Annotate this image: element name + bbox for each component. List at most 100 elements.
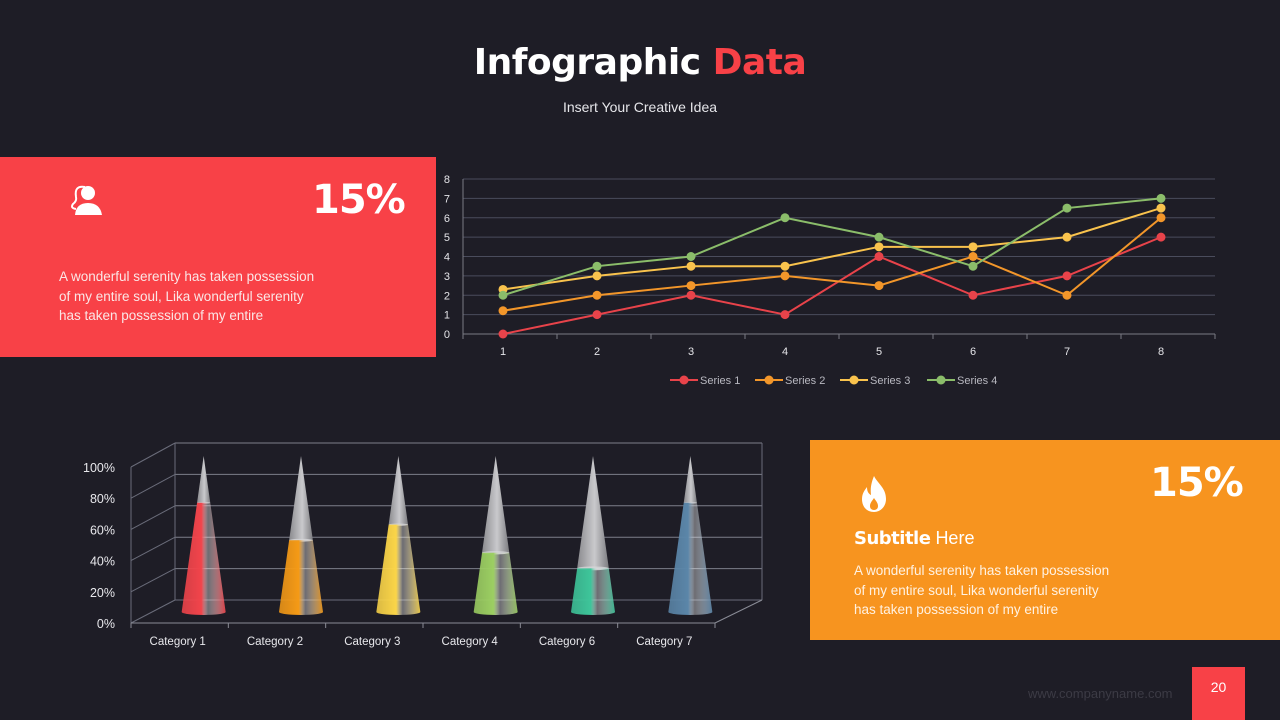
card-subtitle: Subtitle Here <box>854 528 974 549</box>
data-point[interactable] <box>874 242 884 252</box>
x-tick-label: 1 <box>500 346 506 358</box>
legend-label: Series 1 <box>700 375 740 387</box>
cone-category-7[interactable] <box>668 456 713 615</box>
series-series-2 <box>498 213 1166 316</box>
data-point[interactable] <box>592 310 602 320</box>
page-title: Infographic Data <box>0 42 1280 83</box>
series-line <box>502 236 1162 335</box>
data-point[interactable] <box>1062 290 1072 300</box>
description-line: of my entire soul, Lika wonderful sereni… <box>59 288 304 304</box>
x-tick-label: 3 <box>688 346 694 358</box>
series-series-3 <box>498 203 1166 294</box>
y-tick-label: 20% <box>90 586 115 600</box>
y-tick-label: 100% <box>83 461 115 475</box>
x-tick-label: Category 3 <box>344 636 400 648</box>
user-profile-icon <box>71 185 102 215</box>
data-point[interactable] <box>874 252 884 261</box>
x-tick-label: Category 7 <box>636 636 692 648</box>
x-tick-label: 8 <box>1158 346 1164 358</box>
data-point[interactable] <box>686 252 696 261</box>
data-point[interactable] <box>780 271 790 281</box>
legend-item[interactable]: Series 1 <box>670 375 740 387</box>
series-series-4 <box>498 193 1166 300</box>
legend-label: Series 3 <box>870 375 910 387</box>
footer-url[interactable]: www.companyname.com <box>1028 686 1173 701</box>
x-tick-label: Category 4 <box>442 636 499 648</box>
y-tick-label: 0 <box>444 329 450 341</box>
series-line <box>502 197 1162 297</box>
x-tick-label: 2 <box>594 346 600 358</box>
stat-card-red: 15% A wonderful serenity has taken posse… <box>0 157 436 357</box>
y-tick-label: 1 <box>444 310 450 322</box>
stat-percent: 15% <box>312 177 406 223</box>
description-line: of my entire soul, Lika wonderful sereni… <box>854 582 1099 598</box>
y-tick-label: 2 <box>444 290 450 302</box>
data-point[interactable] <box>968 290 978 300</box>
data-point[interactable] <box>686 281 696 291</box>
legend-label: Series 4 <box>957 375 997 387</box>
data-point[interactable] <box>498 290 508 300</box>
data-point[interactable] <box>498 306 508 316</box>
series-series-1 <box>498 232 1166 339</box>
series-line <box>502 216 1162 312</box>
data-point[interactable] <box>1062 232 1072 242</box>
x-tick-label: 4 <box>782 346 788 358</box>
data-point[interactable] <box>1062 203 1072 213</box>
data-point[interactable] <box>874 232 884 242</box>
y-tick-label: 6 <box>444 213 450 225</box>
data-point[interactable] <box>498 329 508 339</box>
y-tick-label: 5 <box>444 232 450 244</box>
data-point[interactable] <box>780 310 790 320</box>
data-point[interactable] <box>780 261 790 271</box>
stat-card-orange: 15% Subtitle Here A wonderful serenity h… <box>810 440 1280 640</box>
cone-chart-grid: 0% 20% 40% 60% 80% 100% <box>83 442 763 631</box>
y-tick-label: 0% <box>97 617 115 631</box>
data-point[interactable] <box>1156 232 1166 242</box>
data-point[interactable] <box>592 261 602 271</box>
data-point[interactable] <box>968 261 978 271</box>
subtitle-bold: Subtitle <box>854 528 931 549</box>
stat-percent: 15% <box>1150 460 1244 506</box>
cone-category-3[interactable] <box>376 456 421 615</box>
cone-category-1[interactable] <box>181 456 226 615</box>
data-point[interactable] <box>1156 193 1166 203</box>
cone-category-6[interactable] <box>571 456 615 615</box>
description-line: A wonderful serenity has taken possessio… <box>854 563 1110 578</box>
legend-item[interactable]: Series 3 <box>840 375 910 387</box>
x-tick-label: Category 6 <box>539 636 595 648</box>
data-point[interactable] <box>968 242 978 252</box>
page-number: 20 <box>1192 667 1245 720</box>
y-tick-label: 40% <box>90 555 115 569</box>
data-point[interactable] <box>592 271 602 281</box>
legend-item[interactable]: Series 2 <box>755 375 825 387</box>
description-line: has taken possession of my entire <box>59 308 264 323</box>
data-point[interactable] <box>874 281 884 291</box>
line-chart: 0 1 2 3 4 5 6 7 8 1 2 3 4 5 6 7 8 Series 1 Series 2 Series … <box>444 174 1216 387</box>
data-point[interactable] <box>1062 271 1072 281</box>
data-point[interactable] <box>592 290 602 300</box>
y-tick-label: 80% <box>90 492 115 506</box>
y-tick-label: 3 <box>444 271 450 283</box>
x-tick-label: Category 1 <box>150 636 206 648</box>
cone-category-2[interactable] <box>279 456 323 615</box>
y-tick-label: 60% <box>90 523 115 537</box>
data-point[interactable] <box>686 290 696 300</box>
flame-icon <box>862 476 886 512</box>
data-point[interactable] <box>1156 213 1166 223</box>
x-tick-label: 6 <box>970 346 976 358</box>
series-line <box>502 207 1162 291</box>
data-point[interactable] <box>968 252 978 261</box>
y-tick-label: 8 <box>444 174 450 186</box>
title-main: Infographic <box>473 42 701 83</box>
cone-category-4[interactable] <box>473 456 518 615</box>
subtitle-regular: Here <box>935 528 975 548</box>
legend-label: Series 2 <box>785 375 825 387</box>
title-accent: Data <box>712 42 807 83</box>
legend-item[interactable]: Series 4 <box>927 375 997 387</box>
data-point[interactable] <box>1156 203 1166 213</box>
data-point[interactable] <box>686 261 696 271</box>
y-tick-label: 4 <box>444 252 450 264</box>
x-tick-label: 7 <box>1064 346 1070 358</box>
x-tick-label: Category 2 <box>247 636 303 648</box>
data-point[interactable] <box>780 213 790 223</box>
